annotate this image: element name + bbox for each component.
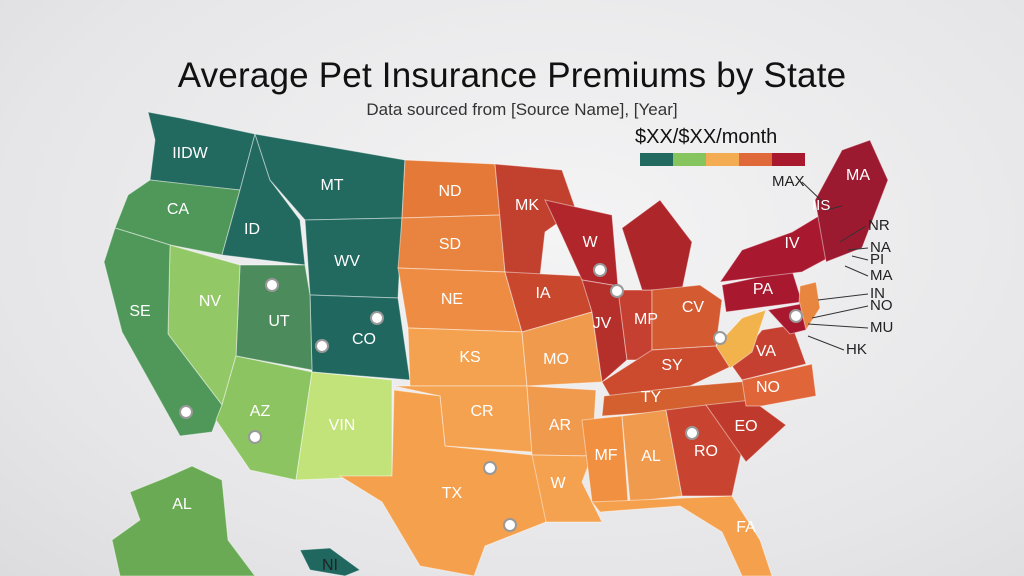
state-label: AL <box>172 496 192 513</box>
state-label: TY <box>641 389 662 406</box>
state-label: CR <box>470 403 493 420</box>
state-label: SE <box>129 303 150 320</box>
state-label: SD <box>439 236 461 253</box>
callout-label: IN <box>870 285 885 302</box>
state-label: EO <box>734 418 757 435</box>
state-label: SY <box>661 357 683 374</box>
location-marker[interactable] <box>315 339 329 353</box>
legend: $XX/$XX/month <box>635 126 805 166</box>
location-marker[interactable] <box>370 311 384 325</box>
callout-line <box>801 181 827 206</box>
state-label: CA <box>167 201 190 218</box>
callout-line <box>811 305 869 319</box>
state-region[interactable] <box>621 199 693 291</box>
location-marker[interactable] <box>713 331 727 345</box>
state-region[interactable] <box>299 547 362 576</box>
state-label: NI <box>322 557 338 574</box>
state-label: AL <box>641 448 661 465</box>
legend-swatch <box>706 153 739 166</box>
callout-label: IIS <box>812 197 830 214</box>
legend-swatch <box>772 153 805 166</box>
legend-swatch <box>673 153 706 166</box>
legend-swatch <box>640 153 673 166</box>
map-title: Average Pet Insurance Premiums by State <box>177 56 847 95</box>
state-region[interactable] <box>393 385 533 453</box>
map-subtitle: Data sourced from [Source Name], [Year] <box>366 100 678 119</box>
callout-label: MAX <box>772 173 805 190</box>
state-label: CV <box>682 299 705 316</box>
callout-line <box>851 255 869 261</box>
legend-title: $XX/$XX/month <box>635 126 778 148</box>
state-label: AZ <box>250 403 271 420</box>
location-marker[interactable] <box>685 426 699 440</box>
state-label: ID <box>244 221 260 238</box>
state-label: UT <box>268 313 290 330</box>
location-marker[interactable] <box>593 263 607 277</box>
state-label: MT <box>320 177 343 194</box>
state-label: IV <box>784 235 799 252</box>
callout-line <box>844 265 869 277</box>
callout-line <box>817 293 869 301</box>
location-marker[interactable] <box>179 405 193 419</box>
callout-line <box>807 323 869 329</box>
legend-swatch <box>739 153 772 166</box>
callout-label: PI <box>870 251 884 268</box>
state-label: CO <box>352 331 376 348</box>
state-region[interactable] <box>111 465 256 576</box>
callout-label: NA <box>870 239 891 256</box>
state-region[interactable] <box>103 227 223 437</box>
state-label: TX <box>442 485 463 502</box>
location-marker[interactable] <box>610 284 624 298</box>
state-region[interactable] <box>590 495 773 576</box>
location-marker[interactable] <box>265 278 279 292</box>
callout-label: MU <box>870 319 893 336</box>
callout-line <box>847 247 869 251</box>
state-label: WV <box>334 253 360 270</box>
state-label: NV <box>199 293 222 310</box>
state-label: FA <box>736 519 756 536</box>
state-label: IA <box>535 285 550 302</box>
state-region[interactable] <box>814 139 889 263</box>
state-label: PA <box>753 281 773 298</box>
state-label: W <box>582 234 598 251</box>
location-marker[interactable] <box>483 461 497 475</box>
callout-label: NR <box>868 217 890 234</box>
state-region[interactable] <box>581 279 628 383</box>
state-label: AR <box>549 417 571 434</box>
state-region[interactable] <box>741 363 817 407</box>
state-label: MO <box>543 351 569 368</box>
state-label: KS <box>459 349 480 366</box>
location-marker[interactable] <box>503 518 517 532</box>
state-label: NE <box>441 291 463 308</box>
state-label: MA <box>846 167 870 184</box>
state-label: MP <box>634 311 658 328</box>
callout-label: HK <box>846 341 867 358</box>
callout-line <box>807 335 845 351</box>
location-marker[interactable] <box>248 430 262 444</box>
callout-label: NO <box>870 297 893 314</box>
state-label: IIDW <box>172 145 208 162</box>
callout-line <box>839 225 867 243</box>
state-label: VA <box>756 343 776 360</box>
state-label: MK <box>515 197 539 214</box>
state-region[interactable] <box>715 309 767 369</box>
legend-color-scale <box>640 153 805 166</box>
state-label: ND <box>438 183 461 200</box>
state-region[interactable] <box>705 399 787 463</box>
callout-label: MA <box>870 267 893 284</box>
state-region[interactable] <box>651 284 723 351</box>
location-marker[interactable] <box>789 309 803 323</box>
state-label: RO <box>694 443 718 460</box>
state-region[interactable] <box>235 264 313 371</box>
state-label: MF <box>594 447 617 464</box>
state-label: W <box>550 475 566 492</box>
callout-line <box>825 205 843 211</box>
state-region[interactable] <box>718 213 833 283</box>
state-label: VIN <box>329 417 356 434</box>
state-label: NO <box>756 379 780 396</box>
state-label: JV <box>593 315 612 332</box>
